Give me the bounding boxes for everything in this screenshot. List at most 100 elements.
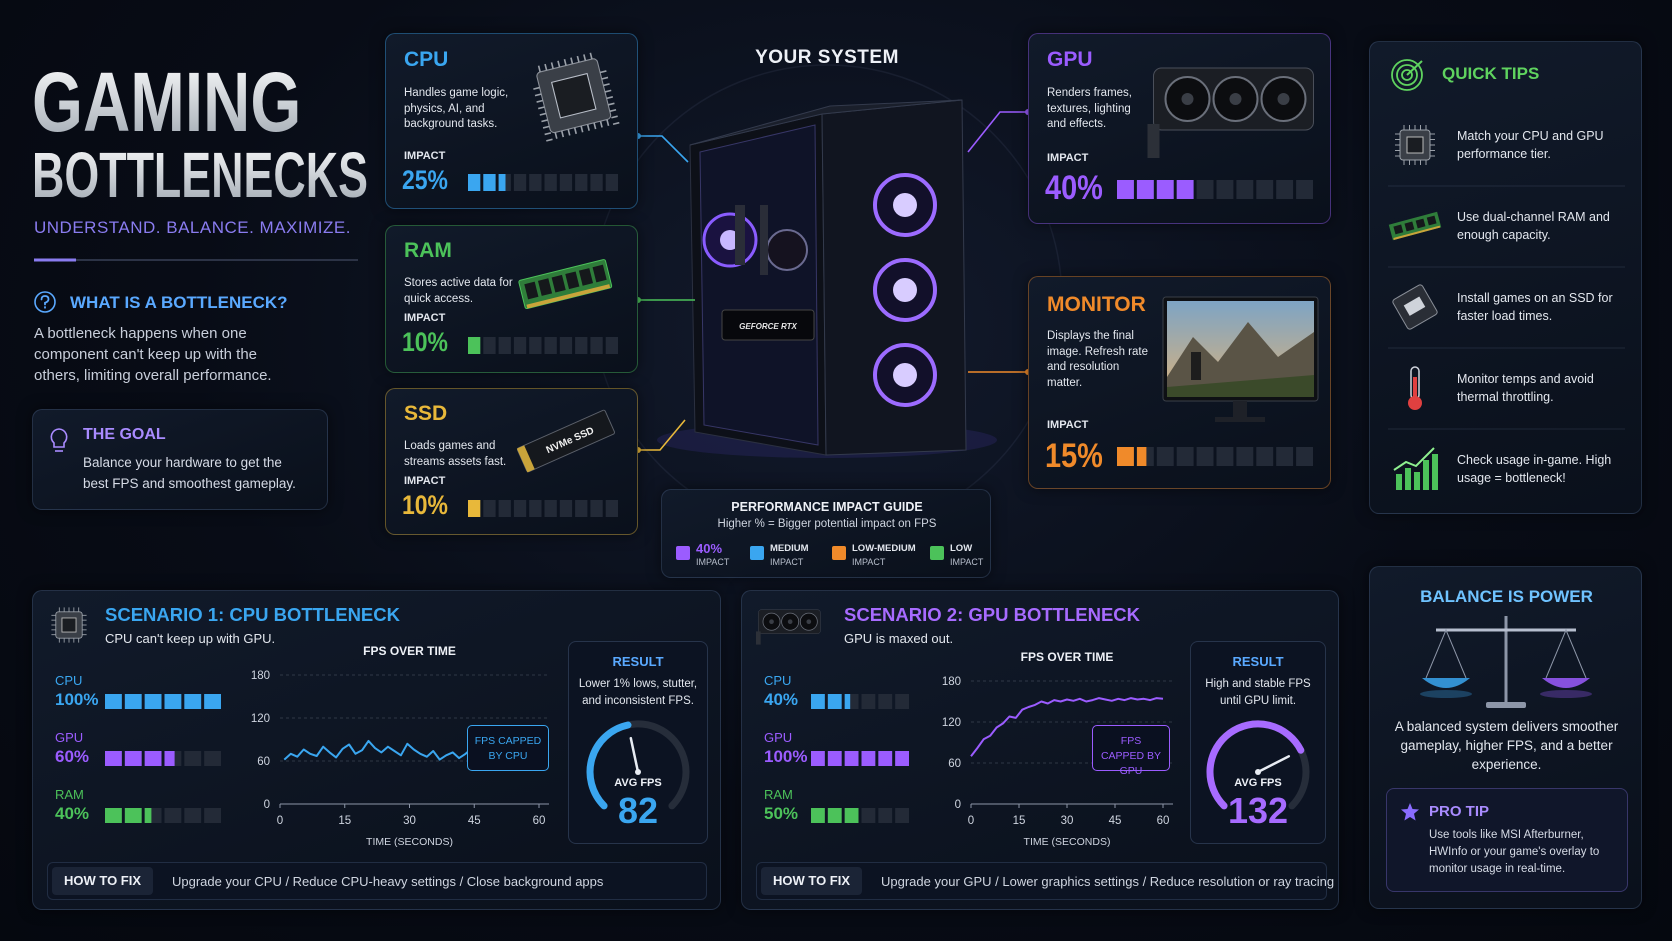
pin: [557, 60, 561, 68]
pan: [1422, 678, 1470, 688]
bar-track: [575, 174, 588, 191]
thermo-bulb: [1408, 396, 1422, 410]
result-heading: RESULT: [1232, 654, 1284, 669]
chip: [533, 52, 620, 142]
pin: [589, 52, 593, 60]
tip-icon: [1393, 447, 1438, 490]
strings: [1545, 628, 1587, 679]
x-axis-label: TIME (SECONDS): [1024, 836, 1111, 848]
bar-track: [1176, 447, 1194, 466]
impact-heading: IMPACT: [1047, 419, 1089, 431]
rect: [760, 205, 768, 275]
component-image: [1147, 67, 1314, 158]
goal-box: THE GOAL Balance your hardware to get the…: [32, 409, 328, 510]
usage-name: RAM: [764, 787, 793, 802]
pan: [1542, 678, 1590, 688]
swatch: [676, 546, 690, 560]
x-tick-label: 45: [468, 815, 481, 827]
ram-chip: [1426, 215, 1437, 226]
usage-value: 40%: [55, 804, 90, 823]
x-tick-label: 0: [968, 815, 974, 827]
component-panel: GPU Renders frames, textures, lighting an…: [1028, 33, 1331, 224]
y-tick-label: 0: [264, 799, 270, 811]
strings: [1425, 628, 1467, 679]
usage-value: 40%: [764, 690, 799, 709]
pin: [580, 125, 584, 133]
impact-heading: IMPACT: [404, 475, 446, 487]
scenario-graphics: FPS OVER TIME 0 60 120 180 0 15 30 45 60 TIME (SEC…: [811, 650, 1173, 848]
bar-track: [895, 808, 909, 823]
tip-icon: [1388, 211, 1442, 241]
usage-value: 100%: [55, 690, 99, 709]
pin: [607, 102, 615, 106]
bar-track: [483, 337, 496, 354]
pin: [586, 124, 590, 131]
chart-title: FPS OVER TIME: [1021, 650, 1114, 664]
balance-panel: BALANCE IS POWER A balanced system delive…: [1369, 566, 1642, 909]
circle: [893, 278, 917, 302]
component-panel: RAM Stores active data for quick access. I…: [385, 225, 638, 373]
y-tick-label: 120: [251, 713, 270, 725]
result-heading: RESULT: [612, 654, 664, 669]
ram-chip: [524, 281, 539, 300]
bar-track: [483, 500, 496, 517]
usage-name: GPU: [55, 730, 84, 745]
legend-name: MEDIUM: [770, 543, 809, 554]
bar-track: [1276, 447, 1294, 466]
pan-glow: [1540, 690, 1592, 698]
usage-name: CPU: [764, 673, 792, 688]
legend-sub: IMPACT: [770, 557, 804, 567]
circle: [893, 193, 917, 217]
pin: [583, 54, 587, 61]
component-description: Handles game logic, physics, AI, and bac…: [404, 87, 509, 130]
pro-tip-text: Use tools like MSI Afterburner, HWInfo o…: [1429, 829, 1600, 875]
ram-contacts: [526, 284, 611, 309]
x-tick-label: 15: [1013, 815, 1026, 827]
usage-bar: [811, 694, 851, 709]
usage-bar: [811, 808, 860, 823]
bar-track: [529, 174, 542, 191]
usage-bar: [468, 500, 483, 517]
bar-track: [513, 337, 527, 354]
legend-name: LOW: [950, 543, 973, 554]
cap-box: FPS CAPPED BY CPU: [467, 725, 549, 771]
legend-sub: IMPACT: [950, 557, 984, 567]
impact-bar-group: [468, 174, 618, 191]
pin: [604, 89, 612, 93]
balance-title: BALANCE IS POWER: [1420, 587, 1593, 606]
usage-name: GPU: [764, 730, 793, 745]
bar-track: [605, 500, 618, 517]
legend-sub: IMPACT: [852, 557, 886, 567]
pin: [534, 93, 542, 97]
chip-die: [550, 72, 597, 119]
gpu-bracket: [756, 631, 761, 645]
bar-track: [1196, 447, 1214, 466]
x-tick-label: 0: [277, 815, 283, 827]
x-tick-label: 15: [338, 815, 351, 827]
pin: [606, 119, 610, 127]
tip-icon: [1392, 284, 1438, 330]
bar-track: [513, 500, 527, 517]
fix-box: HOW TO FIX Upgrade your GPU / Lower graph…: [756, 862, 1334, 900]
ram-chip: [551, 274, 566, 293]
target-icon: [1391, 59, 1423, 91]
legend-name: 40%: [696, 541, 723, 556]
legend-name: LOW-MEDIUM: [852, 543, 916, 554]
pin: [554, 132, 558, 139]
y-tick-label: 60: [948, 758, 961, 770]
tip-text: Match your CPU and GPU performance tier.: [1457, 129, 1604, 161]
x-tick-label: 30: [403, 815, 416, 827]
ram-chip: [1393, 224, 1404, 235]
metric-label: AVG FPS: [614, 777, 662, 789]
bar-track: [895, 694, 909, 709]
trend: [1393, 447, 1435, 471]
impact-bar-group: [468, 337, 618, 354]
scenario-subtitle: GPU is maxed out.: [844, 631, 954, 646]
tip-icon: [1395, 125, 1435, 165]
gauge-value: [1206, 720, 1305, 810]
usage-bar: [468, 174, 506, 191]
bar-track: [1256, 180, 1274, 199]
component-image: [1162, 296, 1319, 422]
pro-tip-box: PRO TIP Use tools like MSI Afterburner, H…: [1386, 788, 1628, 892]
quick-tips: QUICK TIPS Match your CPU and GPU perform…: [1369, 41, 1642, 514]
